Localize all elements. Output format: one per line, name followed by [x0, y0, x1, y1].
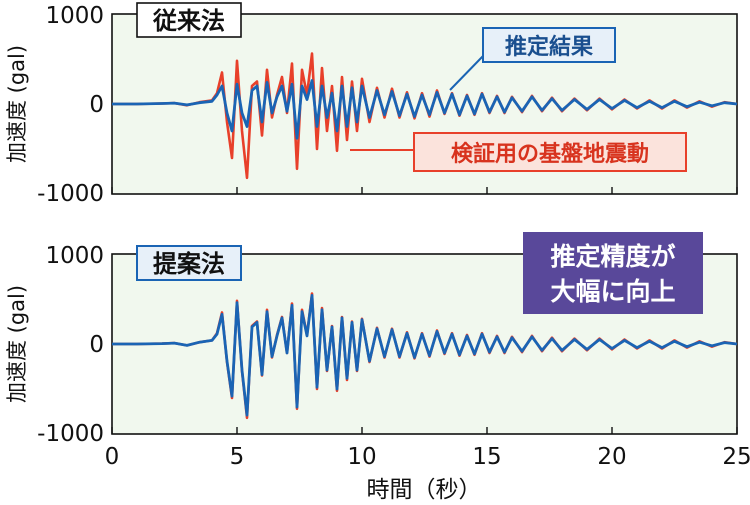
upper-xticks	[111, 187, 738, 194]
upper-ytick-top: 1000	[45, 3, 104, 29]
x-tick-label: 0	[105, 444, 120, 470]
lower-panel: 1000 0 -1000 加速度 (gal) 提案法 推定精度が 大幅に向上 0…	[5, 232, 750, 503]
lower-ytick-top: 1000	[45, 243, 104, 269]
upper-series-estimated-line	[112, 79, 738, 140]
upper-ytick-mid: 0	[89, 92, 104, 118]
improvement-callout-line2: 大幅に向上	[550, 277, 675, 306]
upper-title: 従来法	[152, 7, 225, 35]
upper-ylabel: 加速度 (gal)	[5, 45, 29, 163]
lower-ytick-mid: 0	[89, 332, 104, 358]
lower-title: 提案法	[153, 250, 225, 278]
upper-ytick-bottom: -1000	[37, 181, 104, 207]
x-tick-label: 15	[472, 444, 501, 470]
x-tick-labels: 0 5 10 15 20 25	[105, 444, 750, 470]
x-tick-label: 20	[597, 444, 626, 470]
estimated-label-box	[482, 27, 616, 63]
lower-series-estimated-line	[112, 294, 738, 417]
x-tick-label: 10	[347, 444, 376, 470]
observed-label-box	[413, 132, 687, 172]
improvement-callout-box	[523, 232, 703, 314]
improvement-callout-line1: 推定精度が	[550, 242, 675, 271]
lower-title-box	[136, 245, 242, 281]
lower-ytick-bottom: -1000	[37, 421, 104, 447]
x-axis-label: 時間（秒）	[367, 477, 482, 503]
upper-panel: 1000 0 -1000 加速度 (gal) 従来法 推定結果 検証用の基盤地震…	[5, 2, 738, 207]
observed-label: 検証用の基盤地震動	[451, 141, 649, 167]
lower-xticks	[111, 427, 738, 434]
estimated-label: 推定結果	[505, 34, 593, 60]
lower-ylabel: 加速度 (gal)	[5, 285, 29, 403]
x-tick-label: 25	[722, 444, 750, 470]
upper-title-box	[136, 2, 242, 38]
estimated-pointer-line	[449, 54, 485, 91]
x-tick-label: 5	[230, 444, 245, 470]
